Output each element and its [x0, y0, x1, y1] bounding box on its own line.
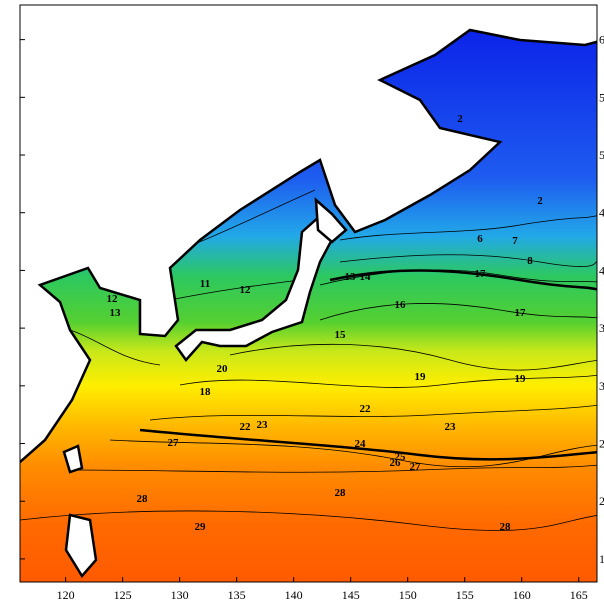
- contour-label: 13: [110, 307, 122, 319]
- contour-label: 15: [335, 329, 347, 341]
- contour: [20, 510, 597, 531]
- contour-label: 27: [168, 437, 180, 449]
- contour-label: 28: [500, 521, 512, 533]
- x-tick-label: 130: [171, 588, 189, 602]
- contour: [339, 215, 597, 241]
- contour-label: 6: [477, 233, 483, 245]
- mainland: [20, 28, 597, 464]
- land: [20, 28, 597, 579]
- contour-label: 13: [345, 271, 357, 283]
- contour-label: 2: [537, 195, 543, 207]
- contour-label: 28: [335, 487, 347, 499]
- y-tick-label: 35: [599, 321, 604, 335]
- contour-label: 25: [395, 451, 407, 463]
- contour: [319, 269, 597, 286]
- contour-label: 26: [390, 457, 402, 469]
- contour-label: 23: [257, 419, 269, 431]
- contour-label: 27: [410, 461, 422, 473]
- y-tick-label: 55: [599, 90, 604, 104]
- contour-label: 19: [415, 371, 427, 383]
- contours: [20, 189, 597, 531]
- x-tick-label: 145: [342, 588, 360, 602]
- y-tick-label: 60: [599, 33, 604, 47]
- contour-label: 28: [137, 493, 149, 505]
- contour-label: 20: [217, 363, 229, 375]
- contour-label: 7: [512, 235, 518, 247]
- y-tick-label: 40: [599, 263, 604, 277]
- japan: [174, 214, 338, 363]
- contour-label: 22: [360, 403, 372, 415]
- contour-label: 12: [240, 284, 252, 296]
- contour: [179, 374, 597, 388]
- contour-label: 12: [107, 293, 119, 305]
- y-tick-label: 15: [599, 552, 604, 566]
- contour-label: 16: [395, 299, 407, 311]
- contour-label: 29: [195, 521, 207, 533]
- contour-label: 19: [515, 373, 527, 385]
- hokkaido: [314, 197, 348, 244]
- contour-label: 24: [355, 438, 367, 450]
- y-tick-label: 25: [599, 437, 604, 451]
- frame: [19, 4, 598, 583]
- y-tick-label: 50: [599, 148, 604, 162]
- contour: [329, 269, 597, 291]
- contour-label: 22: [240, 421, 252, 433]
- contour-label: 17: [515, 307, 527, 319]
- contour: [69, 329, 161, 366]
- axes: 120 125 130 135 140 145 150 155 160 165 15 20 25 30 35…: [20, 33, 604, 602]
- x-tick-label: 140: [285, 588, 303, 602]
- contour-label: 11: [200, 278, 210, 290]
- contour-label: 2: [457, 113, 463, 125]
- x-tick-label: 150: [399, 588, 417, 602]
- x-tick-label: 135: [228, 588, 246, 602]
- x-tick-label: 160: [513, 588, 531, 602]
- x-tick-label: 125: [114, 588, 132, 602]
- y-tick-label: 30: [599, 379, 604, 393]
- contour: [149, 404, 597, 421]
- contour: [139, 428, 597, 461]
- taiwan: [64, 513, 98, 579]
- contour-label: 8: [527, 255, 533, 267]
- x-tick-label: 165: [570, 588, 588, 602]
- bold-contours: [139, 269, 597, 461]
- x-tick-label: 155: [456, 588, 474, 602]
- contour: [319, 303, 597, 321]
- y-tick-label: 20: [599, 494, 604, 508]
- contour: [169, 279, 301, 301]
- island: [62, 444, 84, 474]
- contour: [339, 254, 597, 267]
- x-tick-label: 120: [57, 588, 75, 602]
- contour: [229, 343, 597, 371]
- contour: [69, 464, 597, 473]
- contour-label: 14: [360, 271, 372, 283]
- y-tick-label: 45: [599, 206, 604, 220]
- contour-label: 23: [445, 421, 457, 433]
- contour-label: 18: [200, 386, 212, 398]
- contour-label: 17: [475, 268, 487, 280]
